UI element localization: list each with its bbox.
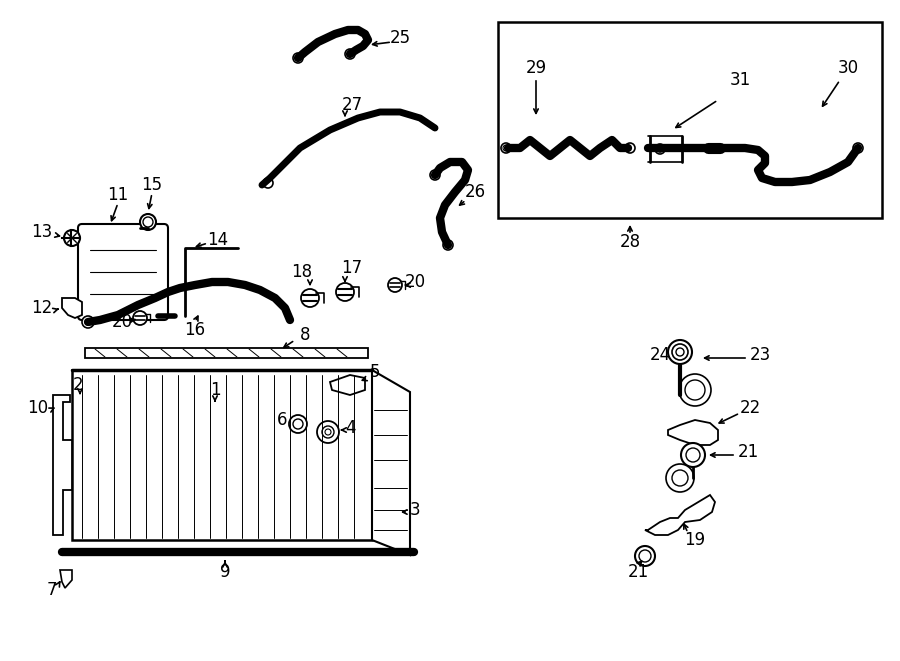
Circle shape (317, 421, 339, 443)
Bar (498, 22, 882, 218)
Circle shape (679, 374, 711, 406)
Text: 20: 20 (404, 273, 426, 291)
Circle shape (503, 145, 509, 151)
Circle shape (655, 144, 665, 154)
Text: 5: 5 (370, 363, 380, 381)
Text: 12: 12 (32, 299, 52, 317)
Text: 22: 22 (740, 399, 760, 417)
Text: 27: 27 (341, 96, 363, 114)
Text: 17: 17 (341, 259, 363, 277)
Circle shape (82, 316, 94, 328)
Text: 25: 25 (390, 29, 410, 47)
Text: 31: 31 (729, 71, 751, 89)
Circle shape (322, 426, 334, 438)
Text: 21: 21 (627, 563, 649, 581)
Polygon shape (60, 570, 72, 588)
Text: 15: 15 (141, 176, 163, 194)
Circle shape (336, 283, 354, 301)
Circle shape (345, 49, 355, 59)
Polygon shape (668, 420, 718, 445)
Circle shape (143, 217, 153, 227)
FancyBboxPatch shape (78, 224, 168, 320)
Text: 29: 29 (526, 59, 546, 77)
Circle shape (657, 146, 663, 152)
Circle shape (668, 340, 692, 364)
Text: 9: 9 (220, 563, 230, 581)
Circle shape (681, 443, 705, 467)
Text: 4: 4 (345, 419, 356, 437)
Text: 18: 18 (292, 263, 312, 281)
Circle shape (625, 143, 635, 153)
Circle shape (133, 311, 147, 325)
Text: 10: 10 (27, 399, 49, 417)
Text: 23: 23 (750, 346, 770, 364)
Text: 26: 26 (464, 183, 486, 201)
Text: 20: 20 (112, 313, 132, 331)
Text: 28: 28 (619, 233, 641, 251)
Circle shape (263, 178, 273, 188)
Circle shape (289, 415, 307, 433)
Circle shape (388, 278, 402, 292)
Text: 16: 16 (184, 321, 205, 339)
Circle shape (501, 143, 511, 153)
Polygon shape (85, 348, 368, 358)
Circle shape (635, 546, 655, 566)
Circle shape (666, 464, 694, 492)
Circle shape (430, 170, 440, 180)
Text: 11: 11 (107, 186, 129, 204)
Circle shape (301, 289, 319, 307)
Text: 24: 24 (650, 346, 670, 364)
Polygon shape (330, 375, 365, 395)
Text: 3: 3 (410, 501, 420, 519)
Text: 14: 14 (207, 231, 229, 249)
Polygon shape (372, 370, 410, 555)
Circle shape (64, 230, 80, 246)
Text: 1: 1 (210, 381, 220, 399)
Text: 8: 8 (300, 326, 310, 344)
Polygon shape (645, 495, 715, 535)
Circle shape (140, 214, 156, 230)
Circle shape (293, 53, 303, 63)
Text: 6: 6 (277, 411, 287, 429)
Text: 30: 30 (837, 59, 859, 77)
Circle shape (672, 344, 688, 360)
Text: 19: 19 (684, 531, 706, 549)
Polygon shape (62, 298, 82, 318)
Circle shape (443, 240, 453, 250)
Text: 21: 21 (737, 443, 759, 461)
Circle shape (853, 143, 863, 153)
Text: 2: 2 (73, 376, 84, 394)
Text: 7: 7 (47, 581, 58, 599)
Polygon shape (72, 370, 372, 540)
Text: 13: 13 (32, 223, 52, 241)
Polygon shape (53, 395, 72, 535)
